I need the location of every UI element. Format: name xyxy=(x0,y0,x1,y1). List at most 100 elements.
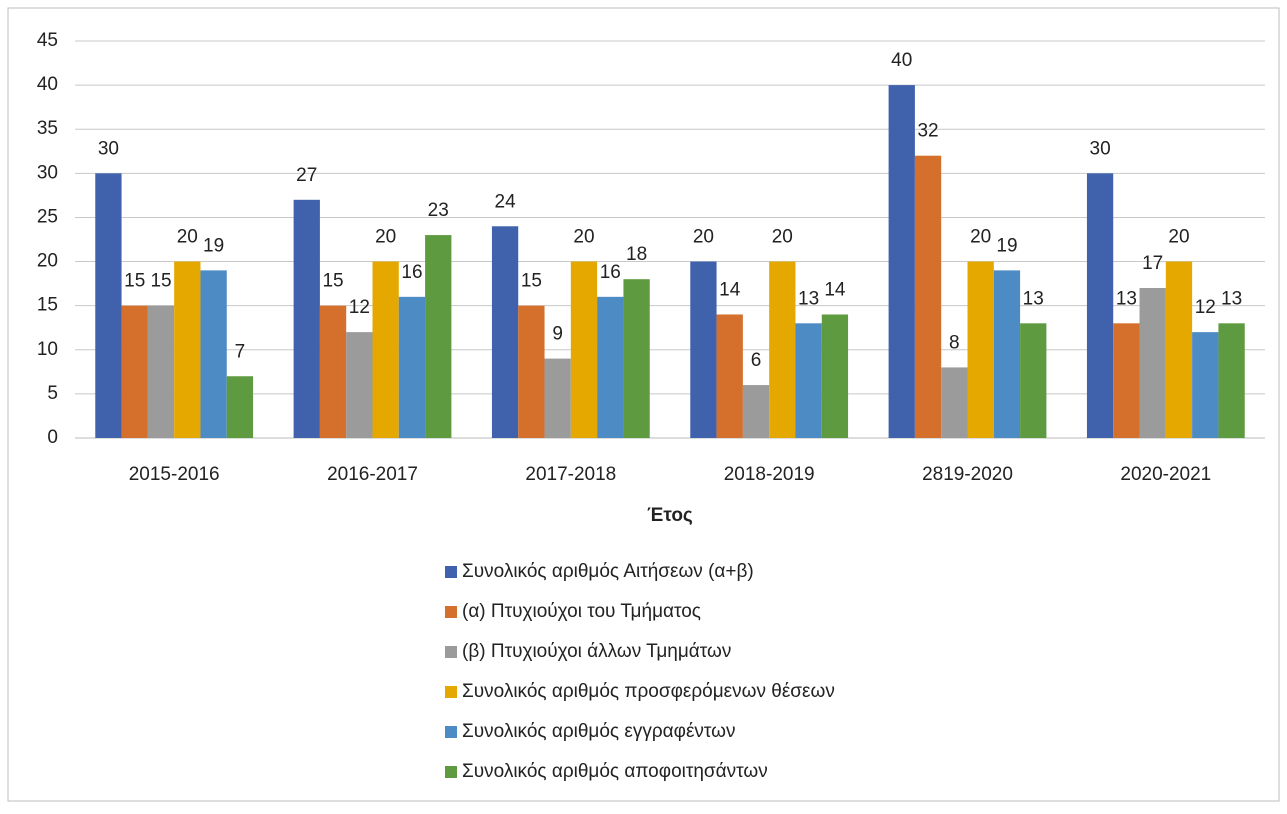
data-label: 19 xyxy=(996,235,1017,256)
data-label: 14 xyxy=(824,280,846,301)
legend-swatch xyxy=(445,646,457,658)
legend-swatch xyxy=(445,686,457,698)
bar xyxy=(967,261,994,438)
legend-swatch xyxy=(445,606,457,618)
data-label: 24 xyxy=(495,191,517,212)
legend-label: (α) Πτυχιούχοι του Τμήματος xyxy=(462,601,701,622)
data-label: 20 xyxy=(573,227,594,248)
data-label: 13 xyxy=(1221,288,1242,309)
data-label: 15 xyxy=(322,271,343,292)
bar xyxy=(941,367,968,438)
data-label: 7 xyxy=(235,341,246,362)
bar xyxy=(888,85,915,438)
data-label: 27 xyxy=(296,165,317,186)
legend-swatch xyxy=(445,566,457,578)
bar xyxy=(1139,288,1166,438)
bar xyxy=(914,155,942,438)
bar xyxy=(1218,323,1245,438)
legend-label: (β) Πτυχιούχοι άλλων Τμημάτων xyxy=(462,641,731,662)
data-label: 15 xyxy=(124,271,145,292)
y-tick-label: 10 xyxy=(37,339,58,360)
data-label: 23 xyxy=(428,200,449,221)
bar xyxy=(993,270,1021,438)
bar xyxy=(597,296,624,438)
data-label: 30 xyxy=(1090,138,1111,159)
y-tick-label: 35 xyxy=(37,118,58,139)
x-tick-label: 2015-2016 xyxy=(129,464,220,485)
data-label: 13 xyxy=(1116,288,1137,309)
y-tick-label: 20 xyxy=(37,251,58,272)
bar xyxy=(623,279,650,438)
legend-swatch xyxy=(445,766,457,778)
x-axis-title: Έτος xyxy=(647,505,693,526)
bar xyxy=(518,305,545,438)
bar xyxy=(821,314,849,438)
data-label: 30 xyxy=(98,138,119,159)
data-label: 32 xyxy=(917,121,938,142)
data-label: 20 xyxy=(970,227,991,248)
bar xyxy=(544,358,571,438)
legend-label: Συνολικός αριθμός αποφοιτησάντων xyxy=(462,761,768,782)
bar xyxy=(319,305,347,438)
data-label: 8 xyxy=(949,332,960,353)
bar xyxy=(1086,173,1114,439)
bar xyxy=(200,270,227,438)
bar xyxy=(147,305,175,438)
data-label: 40 xyxy=(891,50,912,71)
y-tick-label: 25 xyxy=(37,206,58,227)
y-tick-label: 40 xyxy=(37,74,58,95)
data-label: 13 xyxy=(798,288,819,309)
y-tick-label: 45 xyxy=(37,30,58,51)
y-tick-label: 30 xyxy=(37,162,58,183)
bar xyxy=(174,261,201,438)
data-label: 12 xyxy=(349,297,370,318)
bar xyxy=(398,296,426,438)
legend-swatch xyxy=(445,726,457,738)
data-label: 20 xyxy=(375,227,396,248)
bar xyxy=(121,305,148,438)
data-label: 20 xyxy=(693,227,714,248)
bar xyxy=(1113,323,1140,438)
bar xyxy=(716,314,743,438)
data-label: 16 xyxy=(600,262,621,283)
data-label: 19 xyxy=(203,235,224,256)
data-label: 6 xyxy=(751,350,762,371)
bar xyxy=(425,235,452,438)
legend-label: Συνολικός αριθμός προσφερόμενων θέσεων xyxy=(462,681,835,702)
x-tick-label: 2819-2020 xyxy=(922,464,1013,485)
data-label: 20 xyxy=(1168,227,1189,248)
legend-label: Συνολικός αριθμός εγγραφέντων xyxy=(462,721,736,742)
data-label: 15 xyxy=(521,271,542,292)
bar xyxy=(491,226,519,438)
data-label: 20 xyxy=(772,227,793,248)
bar xyxy=(1020,323,1047,438)
bar xyxy=(95,173,122,439)
bar xyxy=(1165,261,1193,438)
bar xyxy=(769,261,796,438)
bar xyxy=(742,385,770,438)
bar xyxy=(690,261,717,438)
data-label: 12 xyxy=(1195,297,1216,318)
bar xyxy=(226,376,254,438)
data-label: 18 xyxy=(626,244,647,265)
x-tick-label: 2020-2021 xyxy=(1120,464,1211,485)
data-label: 9 xyxy=(552,324,563,345)
bar xyxy=(372,261,399,438)
data-label: 14 xyxy=(719,280,741,301)
data-label: 13 xyxy=(1023,288,1044,309)
bar xyxy=(293,199,320,438)
y-tick-label: 0 xyxy=(47,427,58,448)
x-tick-label: 2016-2017 xyxy=(327,464,418,485)
bar xyxy=(346,332,373,438)
y-tick-label: 5 xyxy=(47,383,58,404)
data-label: 15 xyxy=(150,271,171,292)
x-tick-label: 2017-2018 xyxy=(525,464,616,485)
data-label: 20 xyxy=(177,227,198,248)
bar xyxy=(1192,332,1219,438)
x-tick-label: 2018-2019 xyxy=(724,464,815,485)
legend-label: Συνολικός αριθμός Αιτήσεων (α+β) xyxy=(462,561,754,582)
data-label: 17 xyxy=(1142,253,1163,274)
data-label: 16 xyxy=(401,262,422,283)
bar xyxy=(570,261,598,438)
